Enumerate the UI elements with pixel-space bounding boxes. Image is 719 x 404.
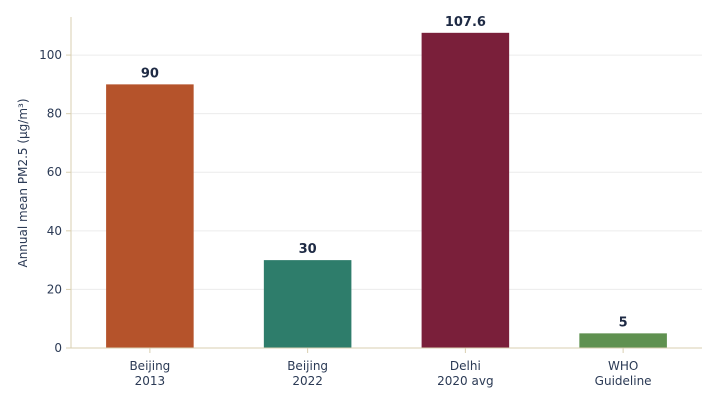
y-tick-label: 20 (47, 282, 62, 296)
y-tick-label: 100 (39, 48, 62, 62)
bar (263, 260, 352, 348)
x-tick-label: 2013 (135, 374, 166, 388)
y-tick-label: 40 (47, 224, 62, 238)
y-tick-label: 0 (54, 341, 62, 355)
bars (106, 32, 667, 349)
bar (106, 84, 194, 349)
value-labels: 90 30 107.6 5 (141, 15, 628, 331)
x-tick-label: 2020 avg (437, 374, 493, 388)
y-axis-label: Annual mean PM2.5 (µg/m³) (16, 98, 30, 267)
x-tick-label: WHO (608, 359, 638, 373)
x-tick-label: Beijing (129, 359, 170, 373)
y-ticks: 0 20 40 60 80 100 (39, 48, 71, 355)
x-tick-label: Guideline (595, 374, 652, 388)
x-tick-label: 2022 (292, 374, 323, 388)
y-tick-label: 80 (47, 107, 62, 121)
x-tick-label: Delhi (450, 359, 481, 373)
bar-value-label: 107.6 (445, 15, 486, 30)
x-tick-label: Beijing (287, 359, 328, 373)
bar-value-label: 90 (141, 66, 159, 81)
y-tick-label: 60 (47, 165, 62, 179)
bar (421, 32, 510, 349)
bar (579, 333, 667, 348)
bar-value-label: 5 (619, 315, 628, 330)
bar-value-label: 30 (299, 242, 317, 257)
